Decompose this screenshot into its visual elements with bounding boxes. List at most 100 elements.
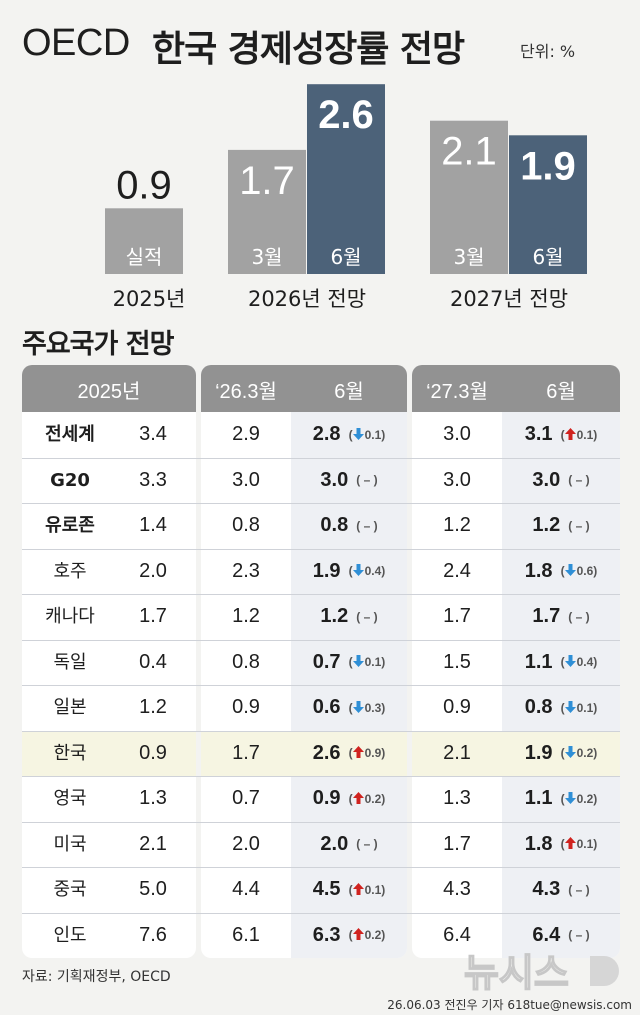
korea-row-highlight xyxy=(412,730,620,776)
change-2026: (0.1) xyxy=(348,882,386,897)
arrow-up-icon xyxy=(352,928,364,941)
logo-mark-icon xyxy=(590,956,619,986)
value-2026-march: 0.9 xyxy=(201,685,291,731)
value-2027-march: 1.2 xyxy=(412,503,502,549)
value-2026-june: 0.6 (0.3) xyxy=(291,685,407,731)
table-row: 미국 2.1 2.0 2.0 ( – ) 1.7 1.8 (0.1) xyxy=(22,821,620,868)
country-name-value: 일본 xyxy=(53,697,87,718)
arrow-down-icon xyxy=(564,655,576,668)
value-2025: 7.6 xyxy=(118,913,188,959)
table-row: G20 3.3 3.0 3.0 ( – ) 3.0 3.0 ( – ) xyxy=(22,457,620,504)
value-2026-march-value: 0.8 xyxy=(232,514,260,536)
value-2026-june-value: 4.5 xyxy=(312,878,341,900)
value-2025-value: 1.7 xyxy=(139,605,167,627)
change-2026: (0.3) xyxy=(348,700,386,715)
arrow-down-icon xyxy=(352,700,364,713)
change-amount: – xyxy=(575,609,583,624)
value-2027-march-value: 1.2 xyxy=(443,514,471,536)
value-2025: 5.0 xyxy=(118,867,188,913)
country-name-value: 인도 xyxy=(53,924,87,946)
value-2026-june: 1.2 ( – ) xyxy=(291,594,407,640)
value-2026-june-value: 0.7 xyxy=(312,650,341,673)
value-2025-value: 1.2 xyxy=(139,696,167,718)
value-2026-march-value: 6.1 xyxy=(232,923,260,946)
value-2026-june-value: 0.9 xyxy=(312,787,341,809)
value-2027-june: 1.8 (0.6) xyxy=(502,549,620,595)
value-2027-march: 0.9 xyxy=(412,685,502,731)
change-amount: 0.2 xyxy=(576,791,594,806)
country-name: 미국 xyxy=(22,822,118,868)
change-2027: (0.1) xyxy=(560,700,598,715)
value-2025-value: 1.4 xyxy=(139,514,167,536)
value-2026-march-value: 2.9 xyxy=(232,423,260,445)
country-name-value: 영국 xyxy=(53,788,87,809)
value-2026-march-value: 3.0 xyxy=(232,468,260,491)
country-name-value: 미국 xyxy=(53,833,87,855)
value-2027-march-value: 2.4 xyxy=(443,559,471,582)
country-forecast-table: 2025년 ‘26.3월 6월 ‘27.3월 6월 전세계 3.4 2.9 2.8 (0… xyxy=(22,365,620,958)
value-2026-march-value: 0.9 xyxy=(232,696,260,718)
row-divider xyxy=(22,594,620,595)
bar-inside-label: 6월 xyxy=(532,245,563,269)
country-name: 영국 xyxy=(22,776,118,822)
panel-2025 xyxy=(22,365,196,958)
arrow-down-icon xyxy=(352,655,364,668)
change-amount: 0.4 xyxy=(364,564,382,579)
value-2026-march: 1.2 xyxy=(201,594,291,640)
change-2026: ( – ) xyxy=(356,473,378,488)
value-2026-june: 0.9 (0.2) xyxy=(291,776,407,822)
change-amount: 0.3 xyxy=(364,700,382,715)
value-2026-march: 4.4 xyxy=(201,867,291,913)
value-2027-june-value: 3.0 xyxy=(532,468,561,491)
bar-inside-label: 6월 xyxy=(330,245,361,269)
value-2026-june: 2.6 (0.9) xyxy=(291,731,407,777)
page-title: OECD 한국 경제성장률 전망 단위: % xyxy=(22,20,622,70)
arrow-down-icon xyxy=(352,427,364,440)
value-2027-march-value: 3.0 xyxy=(443,423,471,445)
value-2026-march-value: 2.3 xyxy=(232,559,260,582)
row-divider xyxy=(22,639,620,641)
table-row: 전세계 3.4 2.9 2.8 (0.1) 3.0 3.1 (0.1) xyxy=(22,412,620,458)
value-2027-june: 1.7 ( – ) xyxy=(502,594,620,640)
value-2027-june: 4.3 ( – ) xyxy=(502,867,620,913)
country-name: 유로존 xyxy=(22,503,118,549)
value-2027-june: 1.2 ( – ) xyxy=(502,503,620,549)
change-amount: 0.2 xyxy=(364,791,382,806)
panel-head-2025 xyxy=(22,365,196,412)
row-divider xyxy=(22,730,620,732)
change-2027: ( – ) xyxy=(568,473,590,488)
value-2026-june: 4.5 (0.1) xyxy=(291,867,407,913)
value-2027-march-value: 4.3 xyxy=(443,878,471,900)
value-2026-june-value: 1.2 xyxy=(320,605,349,627)
value-2027-june-value: 1.9 xyxy=(524,741,553,764)
value-2026-june-value: 3.0 xyxy=(320,468,349,491)
value-2025-value: 3.4 xyxy=(139,423,167,445)
change-2027: ( – ) xyxy=(568,928,590,943)
arrow-down-icon xyxy=(564,746,576,759)
change-amount: 0.1 xyxy=(364,882,382,897)
table-row: 유로존 1.4 0.8 0.8 ( – ) 1.2 1.2 ( – ) xyxy=(22,503,620,549)
group-label: 2027년 전망 xyxy=(450,287,568,311)
header-2025: 2025년 xyxy=(77,381,141,403)
value-2027-march-value: 6.4 xyxy=(443,923,471,946)
group-label: 2025년 xyxy=(113,287,186,311)
change-2027: ( – ) xyxy=(568,609,590,624)
value-2027-march-value: 3.0 xyxy=(443,468,471,491)
arrow-down-icon xyxy=(564,700,576,713)
change-2027: ( – ) xyxy=(568,882,590,897)
table-row: 독일 0.4 0.8 0.7 (0.1) 1.5 1.1 (0.4) xyxy=(22,639,620,686)
value-2027-march: 3.0 xyxy=(412,412,502,458)
value-2025-value: 2.1 xyxy=(139,832,167,855)
value-2026-march: 2.3 xyxy=(201,549,291,595)
country-name: 캐나다 xyxy=(22,594,118,640)
row-divider xyxy=(22,685,620,686)
value-2025-value: 2.0 xyxy=(139,559,167,582)
country-name-value: 독일 xyxy=(53,651,87,673)
country-name: 독일 xyxy=(22,640,118,686)
arrow-down-icon xyxy=(564,564,576,577)
value-2027-june: 1.1 (0.2) xyxy=(502,776,620,822)
value-2026-june-value: 2.0 xyxy=(320,832,349,855)
value-2027-june: 6.4 ( – ) xyxy=(502,913,620,959)
table-row: 영국 1.3 0.7 0.9 (0.2) 1.3 1.1 (0.2) xyxy=(22,776,620,822)
value-2027-june-value: 3.1 xyxy=(524,423,553,445)
